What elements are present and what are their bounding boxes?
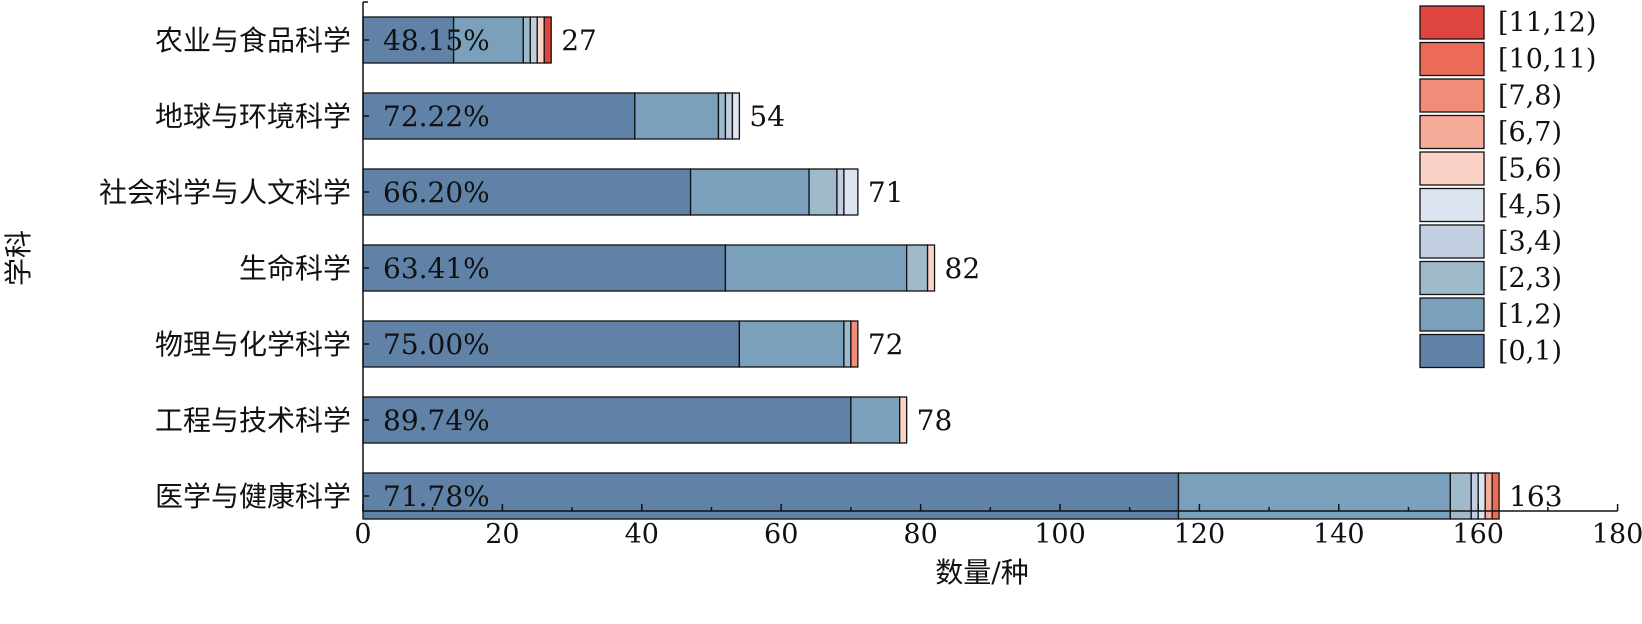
x-tick-label: 160 — [1452, 519, 1504, 550]
x-tick-label: 0 — [354, 519, 371, 550]
legend-swatch — [1419, 78, 1485, 113]
bar-segment — [724, 92, 734, 140]
legend-swatch — [1419, 297, 1485, 332]
legend-swatch — [1419, 187, 1485, 223]
x-tick-label: 20 — [485, 519, 519, 550]
category-label: 医学与健康科学 — [155, 480, 351, 513]
bar-segment — [843, 168, 859, 216]
bar-segment — [1484, 472, 1493, 520]
x-tick-label: 80 — [903, 519, 937, 550]
bars-layer: 农业与食品科学 48.15% 27 地球与环境科学 72.22% 54 社会科学与人文科学 6… — [99, 16, 1563, 520]
bar-segment — [850, 396, 901, 444]
legend-swatch — [1419, 114, 1485, 150]
legend-label: [7,8) — [1498, 81, 1562, 112]
total-label: 78 — [917, 404, 953, 437]
x-tick-label: 180 — [1592, 519, 1642, 550]
bar-segment — [362, 92, 636, 140]
bar-segment — [843, 320, 852, 368]
category-label: 生命科学 — [239, 252, 351, 285]
bar-segment — [808, 168, 838, 216]
share-label: 63.41% — [383, 252, 490, 285]
x-tick-label: 40 — [625, 519, 659, 550]
legend-swatch — [1419, 260, 1485, 296]
legend-label: [1,2) — [1498, 300, 1562, 331]
total-label: 163 — [1509, 480, 1562, 513]
bar-segment — [362, 244, 727, 292]
x-tick-label: 60 — [764, 519, 798, 550]
bar-segment — [543, 16, 552, 64]
bar-segment — [362, 168, 692, 216]
total-label: 71 — [868, 176, 904, 209]
bar-segment — [452, 16, 524, 64]
bar-segment — [1477, 472, 1486, 520]
category-label: 物理与化学科学 — [155, 328, 351, 361]
bar-segment — [836, 168, 845, 216]
total-label: 82 — [945, 252, 981, 285]
bar-segment — [634, 92, 720, 140]
bar-segment — [717, 92, 727, 140]
share-label: 66.20% — [383, 176, 490, 209]
category-label: 社会科学与人文科学 — [99, 176, 351, 209]
total-label: 54 — [749, 100, 785, 133]
legend-label: [4,5) — [1498, 190, 1562, 221]
category-label: 农业与食品科学 — [155, 24, 351, 57]
y-axis-label: 学科 — [2, 230, 35, 286]
share-label: 89.74% — [383, 404, 490, 437]
legend-label: [10,11) — [1498, 44, 1596, 75]
bar-segment — [1491, 472, 1500, 520]
bar-segment — [850, 320, 859, 368]
legend-swatch — [1419, 224, 1485, 259]
bar-segment — [536, 16, 545, 64]
legend-swatch — [1419, 41, 1485, 77]
bar-segment — [906, 244, 929, 292]
legend-label: [0,1) — [1498, 336, 1562, 367]
bar-segment — [724, 244, 908, 292]
legend-label: [3,4) — [1498, 227, 1562, 258]
legend-label: [2,3) — [1498, 263, 1562, 294]
share-label: 72.22% — [383, 100, 490, 133]
x-tick-label: 100 — [1034, 519, 1086, 550]
bar-segment — [362, 16, 455, 64]
bar-segment — [1449, 472, 1472, 520]
bar-segment — [522, 16, 531, 64]
x-tick-label: 140 — [1313, 519, 1365, 550]
bar-segment — [1177, 472, 1451, 520]
x-tick-label: 120 — [1174, 519, 1226, 550]
legend-label: [5,6) — [1498, 154, 1562, 185]
category-label: 地球与环境科学 — [155, 100, 351, 133]
legend-swatch — [1419, 5, 1485, 40]
bar-segment — [731, 92, 741, 140]
share-label: 75.00% — [383, 328, 490, 361]
legend-label: [11,12) — [1498, 8, 1596, 39]
bar-segment — [899, 396, 908, 444]
legend-swatch — [1419, 151, 1485, 186]
total-label: 27 — [561, 24, 597, 57]
bar-segment — [529, 16, 538, 64]
legend: [11,12) [10,11) [7,8) [6,7) [5,6) [4,5) [3,4) [… — [1419, 5, 1596, 369]
bar-segment — [689, 168, 810, 216]
bar-segment — [926, 244, 936, 292]
legend-swatch — [1419, 333, 1485, 369]
share-label: 71.78% — [383, 480, 490, 513]
total-label: 72 — [868, 328, 904, 361]
axes-layer: 0 20 40 60 80 100 120 140 160 180 — [354, 1, 1642, 550]
category-label: 工程与技术科学 — [155, 404, 351, 437]
bar-segment — [738, 320, 845, 368]
share-label: 48.15% — [383, 24, 490, 57]
bar-segment — [362, 396, 852, 444]
x-axis-label: 数量/种 — [935, 556, 1028, 589]
legend-label: [6,7) — [1498, 117, 1562, 148]
bar-segment — [1470, 472, 1479, 520]
